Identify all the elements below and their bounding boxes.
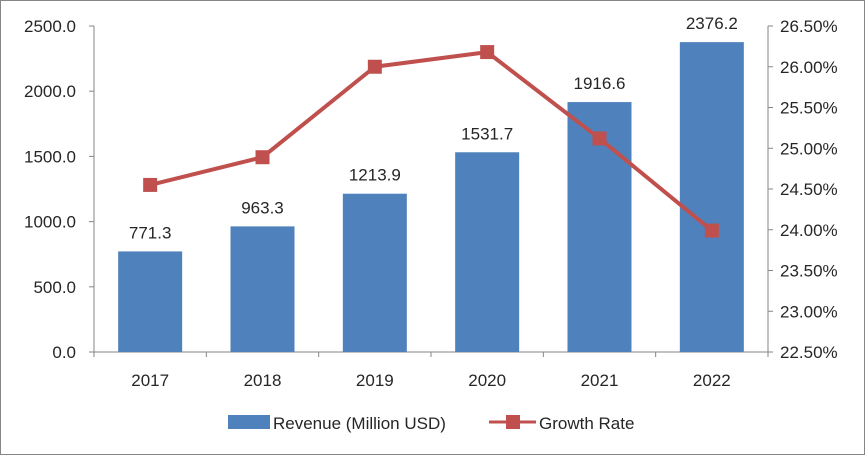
y-right-tick-label: 25.50% (780, 99, 838, 118)
growth-rate-marker (367, 59, 382, 74)
x-tick-label: 2019 (356, 371, 394, 390)
growth-line-group (143, 45, 719, 238)
legend-marker-growth (506, 415, 520, 429)
bar-data-label: 2376.2 (686, 14, 738, 33)
y-left-tick-label: 2000.0 (24, 82, 76, 101)
bar-data-label: 1213.9 (349, 166, 401, 185)
y-right-tick-label: 23.50% (780, 262, 838, 281)
bars-group (118, 42, 744, 352)
y-right-tick-label: 24.00% (780, 221, 838, 240)
y-left-tick-label: 0.0 (52, 343, 76, 362)
bar-labels-group: 771.3 963.3 1213.9 1531.7 1916.6 2376.2 (129, 14, 738, 242)
growth-rate-marker (143, 177, 158, 192)
y-left-tick-label: 500.0 (33, 278, 76, 297)
bar-data-label: 771.3 (129, 223, 172, 242)
growth-rate-marker (255, 150, 270, 165)
y-right-tick-label: 25.00% (780, 139, 838, 158)
y-right-tick-label: 22.50% (780, 343, 838, 362)
y-right-tick-label: 26.00% (780, 58, 838, 77)
legend-swatch-revenue (228, 415, 270, 429)
y-right-tick-label: 26.50% (780, 17, 838, 36)
x-tick-label: 2017 (131, 371, 169, 390)
legend-label-revenue: Revenue (Million USD) (273, 414, 446, 433)
growth-rate-marker (704, 223, 719, 238)
y-left-tick-label: 2500.0 (24, 17, 76, 36)
x-tick-labels-group: 2017 2018 2019 2020 2021 2022 (131, 371, 730, 390)
growth-rate-marker (480, 45, 495, 60)
bar-revenue (342, 193, 407, 352)
axes-group (89, 25, 773, 357)
legend: Revenue (Million USD) Growth Rate (228, 414, 634, 433)
y-left-tick-label: 1000.0 (24, 213, 76, 232)
x-tick-label: 2018 (244, 371, 282, 390)
growth-rate-line (149, 50, 714, 233)
x-tick-label: 2020 (468, 371, 506, 390)
y-right-tick-labels-group: 22.50% 23.00% 23.50% 24.00% 24.50% 25.00% 25.5… (780, 17, 838, 362)
legend-label-growth: Growth Rate (539, 414, 634, 433)
bar-data-label: 1531.7 (461, 124, 513, 143)
bar-data-label: 1916.6 (574, 74, 626, 93)
x-tick-label: 2021 (581, 371, 619, 390)
y-left-tick-label: 1500.0 (24, 147, 76, 166)
y-left-tick-labels-group: 0.0 500.0 1000.0 1500.0 2000.0 2500.0 (24, 17, 76, 362)
y-right-tick-label: 23.00% (780, 302, 838, 321)
bar-data-label: 963.3 (241, 198, 284, 217)
bar-revenue (455, 152, 520, 352)
bar-revenue (118, 251, 183, 352)
bar-revenue (230, 226, 295, 352)
bar-revenue (679, 42, 744, 352)
growth-rate-marker (592, 131, 607, 146)
x-tick-label: 2022 (693, 371, 731, 390)
y-right-tick-label: 24.50% (780, 180, 838, 199)
